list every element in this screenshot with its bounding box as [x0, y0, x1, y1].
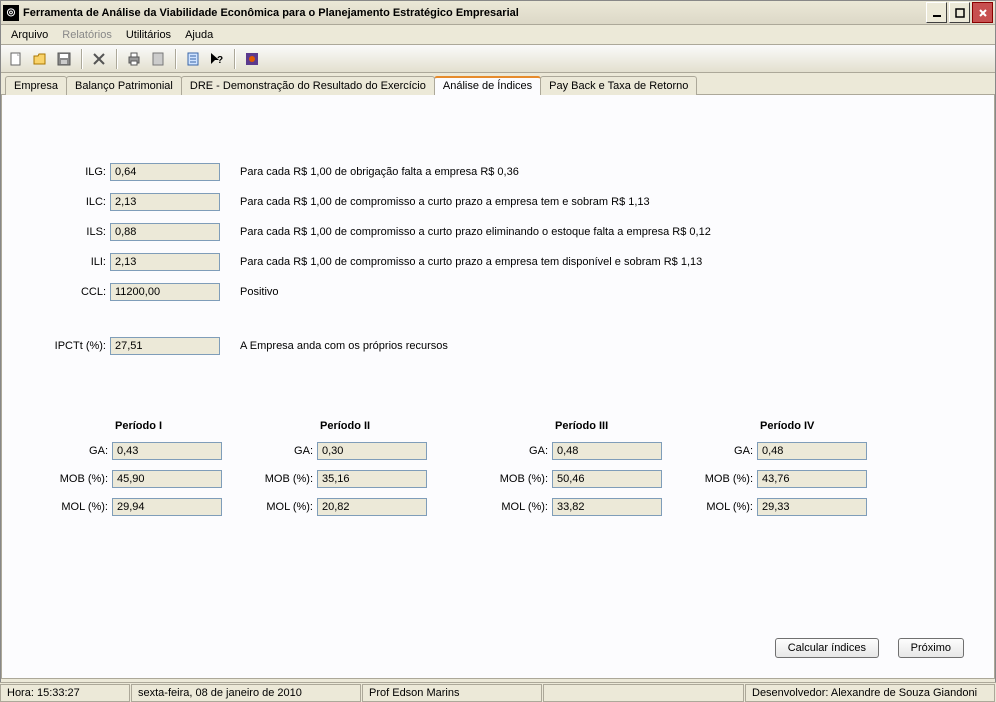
period2-title: Período II [320, 420, 427, 432]
period1-title: Período I [115, 420, 222, 432]
p4-mol-field[interactable] [757, 498, 867, 516]
ils-label: ILS: [30, 226, 110, 238]
p3-mob-label: MOB (%): [497, 473, 552, 485]
ils-desc: Para cada R$ 1,00 de compromisso a curto… [240, 226, 711, 238]
ili-field[interactable] [110, 253, 220, 271]
status-date: sexta-feira, 08 de janeiro de 2010 [131, 684, 361, 702]
p2-mob-field[interactable] [317, 470, 427, 488]
minimize-button[interactable] [926, 2, 947, 23]
toolbar: ? [1, 45, 995, 73]
ipctt-desc: A Empresa anda com os próprios recursos [240, 340, 448, 352]
p1-mob-field[interactable] [112, 470, 222, 488]
status-hora: 15:33:27 [37, 687, 80, 699]
ili-label: ILI: [30, 256, 110, 268]
tab-payback[interactable]: Pay Back e Taxa de Retorno [540, 76, 697, 95]
period4-title: Período IV [760, 420, 867, 432]
app-icon: ◎ [3, 5, 19, 21]
p2-mob-label: MOB (%): [262, 473, 317, 485]
p1-ga-label: GA: [57, 445, 112, 457]
print-icon[interactable] [123, 48, 145, 70]
statusbar: Hora: 15:33:27 sexta-feira, 08 de janeir… [0, 682, 996, 702]
p3-mol-field[interactable] [552, 498, 662, 516]
svg-text:?: ? [217, 55, 223, 66]
ccl-desc: Positivo [240, 286, 279, 298]
help-icon[interactable]: ? [206, 48, 228, 70]
tab-analise[interactable]: Análise de Índices [434, 76, 541, 95]
toolbar-separator [116, 49, 117, 69]
notes-icon[interactable] [182, 48, 204, 70]
status-hora-label: Hora: [7, 687, 34, 699]
save-icon[interactable] [53, 48, 75, 70]
p4-mob-label: MOB (%): [702, 473, 757, 485]
p4-mol-label: MOL (%): [702, 501, 757, 513]
p3-ga-label: GA: [497, 445, 552, 457]
menubar: Arquivo Relatórios Utilitários Ajuda [1, 25, 995, 45]
status-dev: Desenvolvedor: Alexandre de Souza Giando… [745, 684, 995, 702]
ili-desc: Para cada R$ 1,00 de compromisso a curto… [240, 256, 702, 268]
ccl-field[interactable] [110, 283, 220, 301]
p4-mob-field[interactable] [757, 470, 867, 488]
new-icon[interactable] [5, 48, 27, 70]
ipctt-label: IPCTt (%): [30, 340, 110, 352]
maximize-button[interactable] [949, 2, 970, 23]
p4-ga-label: GA: [702, 445, 757, 457]
tab-dre[interactable]: DRE - Demonstração do Resultado do Exerc… [181, 76, 435, 95]
close-button[interactable] [972, 2, 993, 23]
tabbar: Empresa Balanço Patrimonial DRE - Demons… [1, 73, 995, 95]
p2-mol-field[interactable] [317, 498, 427, 516]
content-area: ILG: Para cada R$ 1,00 de obrigação falt… [1, 95, 995, 679]
ilc-label: ILC: [30, 196, 110, 208]
titlebar: ◎ Ferramenta de Análise da Viabilidade E… [1, 1, 995, 25]
ils-field[interactable] [110, 223, 220, 241]
open-icon[interactable] [29, 48, 51, 70]
p1-mob-label: MOB (%): [57, 473, 112, 485]
menu-arquivo[interactable]: Arquivo [5, 27, 54, 43]
exit-icon[interactable] [241, 48, 263, 70]
toolbar-separator [234, 49, 235, 69]
ipctt-field[interactable] [110, 337, 220, 355]
p3-mol-label: MOL (%): [497, 501, 552, 513]
tab-balanco[interactable]: Balanço Patrimonial [66, 76, 182, 95]
toolbar-separator [175, 49, 176, 69]
window-title: Ferramenta de Análise da Viabilidade Eco… [23, 7, 926, 19]
menu-ajuda[interactable]: Ajuda [179, 27, 219, 43]
p2-ga-field[interactable] [317, 442, 427, 460]
ilc-desc: Para cada R$ 1,00 de compromisso a curto… [240, 196, 650, 208]
ilg-label: ILG: [30, 166, 110, 178]
delete-icon[interactable] [88, 48, 110, 70]
ccl-label: CCL: [30, 286, 110, 298]
p3-ga-field[interactable] [552, 442, 662, 460]
menu-relatorios[interactable]: Relatórios [56, 27, 118, 43]
ilg-desc: Para cada R$ 1,00 de obrigação falta a e… [240, 166, 519, 178]
next-button[interactable]: Próximo [898, 638, 964, 658]
p2-mol-label: MOL (%): [262, 501, 317, 513]
menu-utilitarios[interactable]: Utilitários [120, 27, 177, 43]
preview-icon[interactable] [147, 48, 169, 70]
status-spacer [543, 684, 744, 702]
calculate-button[interactable]: Calcular índices [775, 638, 879, 658]
p4-ga-field[interactable] [757, 442, 867, 460]
p1-ga-field[interactable] [112, 442, 222, 460]
p1-mol-label: MOL (%): [57, 501, 112, 513]
p1-mol-field[interactable] [112, 498, 222, 516]
ilc-field[interactable] [110, 193, 220, 211]
ilg-field[interactable] [110, 163, 220, 181]
p2-ga-label: GA: [262, 445, 317, 457]
toolbar-separator [81, 49, 82, 69]
tab-empresa[interactable]: Empresa [5, 76, 67, 95]
p3-mob-field[interactable] [552, 470, 662, 488]
status-prof: Prof Edson Marins [362, 684, 542, 702]
period3-title: Período III [555, 420, 662, 432]
